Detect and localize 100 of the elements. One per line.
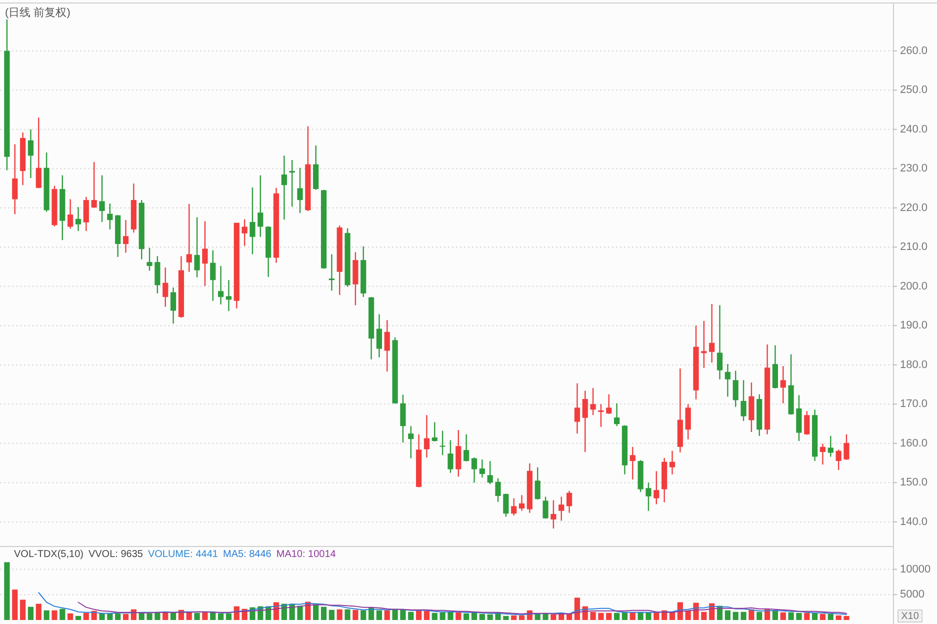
bar xyxy=(503,616,509,620)
bar xyxy=(780,612,786,620)
bar xyxy=(464,613,470,620)
bar xyxy=(297,606,303,620)
bar xyxy=(400,610,406,620)
bar xyxy=(336,609,342,620)
bar xyxy=(574,598,580,620)
bar xyxy=(44,610,50,620)
y-tick-label: 180.0 xyxy=(900,358,928,371)
bar xyxy=(4,562,10,620)
bar xyxy=(550,614,556,620)
bar xyxy=(630,612,636,620)
bar xyxy=(83,612,89,620)
bar xyxy=(518,615,525,620)
bar xyxy=(384,610,390,620)
bar xyxy=(52,610,58,620)
bar xyxy=(844,616,850,620)
bar xyxy=(12,590,18,620)
text: MA5: 8446 xyxy=(223,549,272,560)
bar xyxy=(654,612,660,620)
bar xyxy=(154,612,160,620)
bar xyxy=(606,612,612,620)
bar xyxy=(566,614,572,620)
bar xyxy=(756,612,762,620)
y-tick-label: 200.0 xyxy=(900,280,928,292)
y-tick-label: 220.0 xyxy=(900,202,928,214)
bar xyxy=(804,612,810,620)
y-tick-label: 260.0 xyxy=(900,44,928,57)
bar xyxy=(194,612,200,620)
bar xyxy=(788,612,794,620)
text: MA10: 10014 xyxy=(276,549,336,560)
bar xyxy=(646,612,652,620)
bar xyxy=(542,613,548,620)
bar xyxy=(313,604,319,620)
bar xyxy=(590,612,596,620)
y-tick-label: 240.0 xyxy=(900,123,928,136)
bar xyxy=(836,615,842,620)
y-tick-label: 230.0 xyxy=(900,162,928,175)
y-tick-label: 5000 xyxy=(900,588,924,601)
bar xyxy=(218,613,224,620)
bar xyxy=(360,610,366,620)
chart-title: (日线 前复权) xyxy=(5,6,70,19)
bar xyxy=(828,614,834,620)
bar xyxy=(740,612,746,620)
bar xyxy=(724,610,730,620)
y-tick-label: 140.0 xyxy=(900,516,928,528)
bar xyxy=(210,612,216,620)
bar xyxy=(60,608,66,620)
y-tick-label: 150.0 xyxy=(900,476,928,489)
annotation: VVOL: 9635 xyxy=(88,549,144,560)
chart-title: VOL-TDX(5,10) xyxy=(14,549,84,560)
bar xyxy=(440,612,446,620)
bar xyxy=(146,613,152,620)
bar xyxy=(772,610,778,620)
bar xyxy=(352,610,358,620)
bar xyxy=(75,616,82,620)
bar xyxy=(328,610,334,620)
bar xyxy=(408,612,414,620)
y-tick-label: 190.0 xyxy=(900,320,928,332)
bar xyxy=(511,615,517,620)
bar xyxy=(598,612,604,620)
bar xyxy=(226,613,232,620)
bar xyxy=(20,600,26,620)
bar xyxy=(170,612,176,620)
bar xyxy=(416,610,422,620)
bar xyxy=(162,612,168,620)
y-tick-label: 160.0 xyxy=(900,437,928,450)
bar xyxy=(36,604,42,620)
bar xyxy=(487,614,493,620)
text: X10 xyxy=(901,611,920,622)
y-tick-label: 210.0 xyxy=(900,241,928,254)
bar xyxy=(732,612,738,620)
annotation: VOLUME: 4441 xyxy=(148,549,218,560)
line-series xyxy=(38,592,847,616)
bar xyxy=(344,609,350,620)
bar xyxy=(392,608,398,620)
bar xyxy=(424,610,430,620)
bar xyxy=(456,612,462,620)
y-tick-label: 10000 xyxy=(900,563,931,576)
bar xyxy=(796,612,802,620)
y-tick-label: 250.0 xyxy=(900,84,928,96)
bar xyxy=(115,613,121,620)
bar xyxy=(448,612,454,620)
bar xyxy=(376,610,382,620)
bar xyxy=(186,612,192,620)
bar xyxy=(122,614,129,620)
y-tick-label: 170.0 xyxy=(900,398,928,410)
bar xyxy=(99,613,105,620)
bar xyxy=(669,612,676,620)
bar xyxy=(432,612,438,620)
bar xyxy=(320,606,327,620)
bar xyxy=(28,606,34,620)
bar xyxy=(614,612,620,620)
bar xyxy=(202,612,208,620)
bar xyxy=(701,612,707,620)
bar xyxy=(68,613,74,620)
bar xyxy=(479,614,485,620)
line-series xyxy=(78,602,847,614)
bar xyxy=(812,612,818,620)
bar xyxy=(820,614,826,620)
